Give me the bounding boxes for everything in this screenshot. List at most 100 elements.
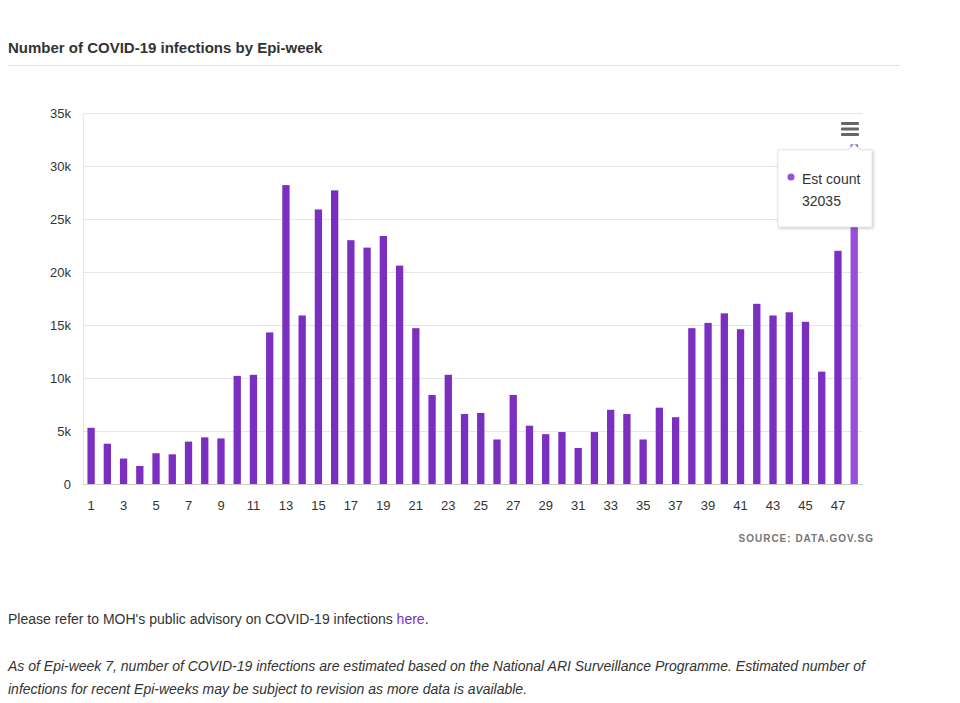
x-tick: 29 bbox=[538, 484, 552, 513]
x-tick-label: 29 bbox=[538, 498, 552, 513]
grid-line bbox=[83, 378, 863, 379]
x-tick: 45 bbox=[798, 484, 812, 513]
bar[interactable] bbox=[623, 414, 630, 484]
x-tick: 7 bbox=[185, 484, 192, 513]
bar[interactable] bbox=[282, 185, 289, 484]
bar[interactable] bbox=[542, 434, 549, 484]
x-tick-label: 9 bbox=[217, 498, 224, 513]
x-tick: 25 bbox=[474, 484, 488, 513]
bar[interactable] bbox=[834, 251, 841, 484]
x-tick-label: 11 bbox=[247, 498, 261, 513]
bars bbox=[87, 144, 857, 484]
bar[interactable] bbox=[412, 328, 419, 484]
bar[interactable] bbox=[217, 438, 224, 484]
bar[interactable] bbox=[656, 408, 663, 484]
bar[interactable] bbox=[558, 432, 565, 484]
bar[interactable] bbox=[169, 454, 176, 484]
x-tick-label: 3 bbox=[120, 498, 127, 513]
y-tick-label: 10k bbox=[50, 371, 71, 386]
x-tick: 43 bbox=[766, 484, 780, 513]
x-tick: 9 bbox=[217, 484, 224, 513]
bar[interactable] bbox=[120, 459, 127, 484]
grid-line bbox=[83, 113, 863, 114]
y-tick-label: 5k bbox=[57, 424, 71, 439]
bar[interactable] bbox=[266, 332, 273, 484]
bar[interactable] bbox=[380, 236, 387, 484]
x-tick: 39 bbox=[701, 484, 715, 513]
advisory-end: . bbox=[425, 611, 429, 627]
grid-line bbox=[83, 484, 863, 485]
bar[interactable] bbox=[575, 448, 582, 484]
bar[interactable] bbox=[152, 453, 159, 484]
bar[interactable] bbox=[136, 466, 143, 484]
y-tick: 0 bbox=[64, 477, 83, 492]
bar[interactable] bbox=[299, 315, 306, 484]
x-tick-label: 27 bbox=[506, 498, 520, 513]
bar[interactable] bbox=[672, 417, 679, 484]
y-tick: 15k bbox=[50, 318, 83, 333]
y-tick-label: 35k bbox=[50, 106, 71, 121]
bar[interactable] bbox=[591, 432, 598, 484]
y-tick: 10k bbox=[50, 371, 83, 386]
x-tick-label: 5 bbox=[152, 498, 159, 513]
advisory-link[interactable]: here bbox=[397, 611, 425, 627]
bar[interactable] bbox=[185, 442, 192, 484]
bar[interactable] bbox=[250, 375, 257, 484]
bar[interactable] bbox=[786, 312, 793, 484]
bar[interactable] bbox=[493, 439, 500, 484]
grid bbox=[83, 114, 863, 485]
source: SOURCE: DATA.GOV.SG bbox=[739, 533, 875, 544]
bar[interactable] bbox=[526, 426, 533, 484]
x-tick: 27 bbox=[506, 484, 520, 513]
bar[interactable] bbox=[510, 395, 517, 484]
x-tick-label: 45 bbox=[798, 498, 812, 513]
grid-line bbox=[83, 166, 863, 167]
bar[interactable] bbox=[688, 328, 695, 484]
bar[interactable] bbox=[331, 190, 338, 484]
bar[interactable] bbox=[639, 439, 646, 484]
bar[interactable] bbox=[477, 413, 484, 484]
x-tick: 5 bbox=[152, 484, 159, 513]
bar[interactable] bbox=[607, 410, 614, 484]
bar[interactable] bbox=[347, 240, 354, 484]
bar[interactable] bbox=[363, 248, 370, 484]
bar[interactable] bbox=[769, 315, 776, 484]
bar[interactable] bbox=[753, 304, 760, 484]
bar[interactable] bbox=[428, 395, 435, 484]
y-axis-line bbox=[83, 114, 84, 485]
bar[interactable] bbox=[737, 329, 744, 484]
bar[interactable] bbox=[315, 209, 322, 484]
x-tick-label: 1 bbox=[87, 498, 94, 513]
x-tick-label: 15 bbox=[311, 498, 325, 513]
y-tick: 25k bbox=[50, 212, 83, 227]
menu-icon-bar bbox=[841, 128, 859, 131]
bar[interactable] bbox=[818, 372, 825, 484]
x-tick: 17 bbox=[344, 484, 358, 513]
x-tick: 1 bbox=[87, 484, 94, 513]
x-tick: 21 bbox=[409, 484, 423, 513]
x-tick-label: 23 bbox=[441, 498, 455, 513]
bar[interactable] bbox=[461, 414, 468, 484]
bar[interactable] bbox=[396, 266, 403, 484]
bar[interactable] bbox=[87, 428, 94, 484]
bar[interactable] bbox=[234, 376, 241, 484]
x-tick-label: 35 bbox=[636, 498, 650, 513]
bar[interactable] bbox=[802, 322, 809, 484]
grid-line bbox=[83, 272, 863, 273]
menu-button[interactable] bbox=[841, 122, 859, 136]
y-tick: 30k bbox=[50, 159, 83, 174]
bar[interactable] bbox=[704, 323, 711, 484]
bar[interactable] bbox=[445, 375, 452, 484]
x-tick-label: 7 bbox=[185, 498, 192, 513]
bar[interactable] bbox=[721, 313, 728, 484]
y-tick: 35k bbox=[50, 106, 83, 121]
tooltip: Est count32035 bbox=[778, 144, 872, 227]
note: As of Epi-week 7, number of COVID-19 inf… bbox=[8, 655, 908, 701]
tooltip-label: Est count bbox=[802, 171, 860, 187]
grid-line bbox=[83, 325, 863, 326]
advisory: Please refer to MOH's public advisory on… bbox=[8, 611, 429, 627]
bar[interactable] bbox=[201, 437, 208, 484]
x-axis-line bbox=[83, 484, 863, 485]
x-tick: 19 bbox=[376, 484, 390, 513]
bar[interactable] bbox=[104, 444, 111, 484]
